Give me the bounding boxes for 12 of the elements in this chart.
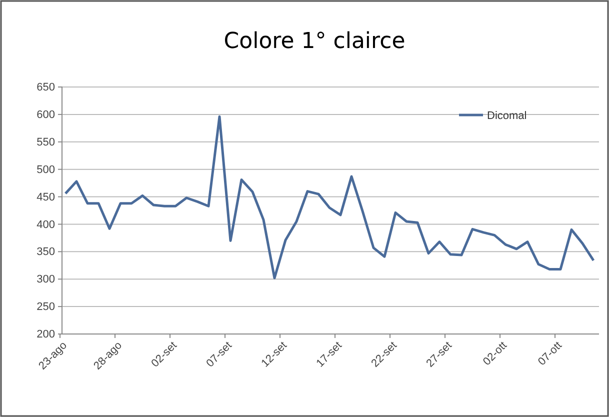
y-tick-label: 250 — [36, 301, 55, 314]
y-tick-label: 350 — [36, 246, 55, 258]
y-tick-label: 550 — [36, 136, 55, 148]
chart-title: Colore 1° clairce — [224, 29, 406, 54]
y-tick-label: 300 — [36, 274, 55, 286]
y-tick-label: 500 — [36, 164, 55, 176]
y-tick-label: 450 — [36, 191, 55, 204]
y-tick-label: 650 — [36, 82, 55, 94]
y-tick-label: 200 — [36, 328, 55, 341]
y-tick-label: 600 — [36, 108, 55, 121]
y-tick-label: 400 — [36, 218, 55, 231]
legend-label: Dicomal — [487, 110, 527, 122]
